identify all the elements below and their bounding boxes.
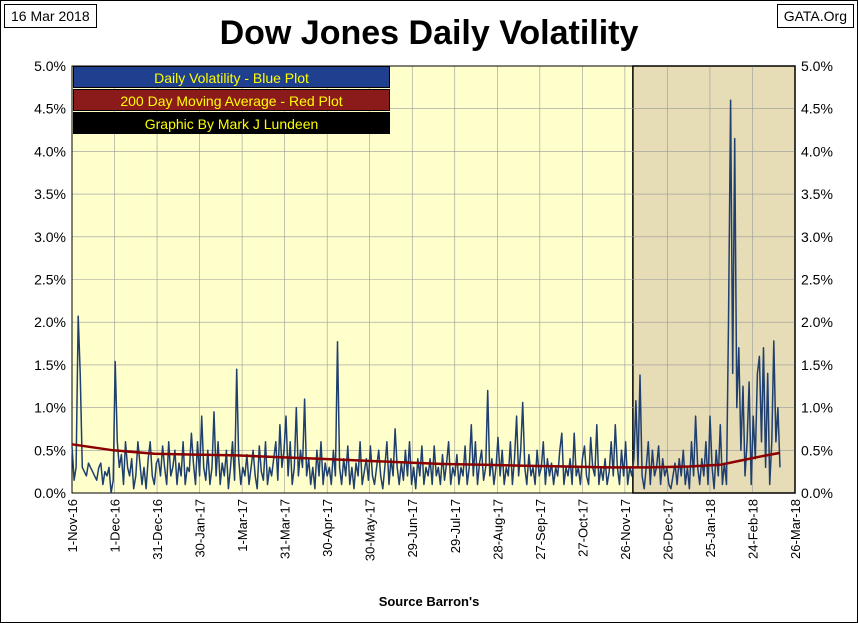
- y-tick-label: 2.5%: [34, 272, 66, 288]
- moving-average-line: [71, 443, 781, 469]
- y-tick-label: 5.0%: [34, 58, 66, 74]
- legend-moving-average: 200 Day Moving Average - Red Plot: [73, 89, 390, 111]
- y-tick-label-right: 1.0%: [801, 400, 833, 416]
- y-tick-label-right: 4.0%: [801, 143, 833, 159]
- y-tick-label-right: 0.0%: [801, 485, 833, 501]
- x-tick-label: 28-Aug-17: [490, 499, 505, 560]
- y-tick-label-right: 3.0%: [801, 229, 833, 245]
- y-tick-label-right: 4.5%: [801, 101, 833, 117]
- x-tick-label: 27-Oct-17: [575, 499, 590, 557]
- x-tick-label: 24-Feb-18: [745, 499, 760, 559]
- x-tick-label: 1-Dec-16: [108, 499, 123, 552]
- x-tick-label: 1-Mar-17: [235, 499, 250, 552]
- y-tick-label-right: 1.5%: [801, 357, 833, 373]
- x-tick-label: 31-Mar-17: [278, 499, 293, 559]
- y-tick-label: 1.0%: [34, 400, 66, 416]
- x-tick-label: 30-May-17: [363, 499, 378, 561]
- legend-daily-volatility: Daily Volatility - Blue Plot: [73, 66, 390, 88]
- y-tick-label-right: 2.0%: [801, 314, 833, 330]
- chart-title: Dow Jones Daily Volatility: [219, 14, 639, 52]
- y-tick-label-right: 5.0%: [801, 58, 833, 74]
- y-tick-label: 3.5%: [34, 186, 66, 202]
- x-tick-label: 30-Apr-17: [320, 499, 335, 557]
- y-tick-label-right: 2.5%: [801, 272, 833, 288]
- y-tick-label: 0.5%: [34, 442, 66, 458]
- y-tick-label: 0.0%: [34, 485, 66, 501]
- x-tick-label: 27-Sep-17: [533, 499, 548, 560]
- x-tick-label: 26-Mar-18: [788, 499, 803, 559]
- x-tick-label: 25-Jan-18: [703, 499, 718, 558]
- x-tick-label: 29-Jul-17: [448, 499, 463, 553]
- x-tick-label: 29-Jun-17: [405, 499, 420, 558]
- x-tick-label: 1-Nov-16: [65, 499, 80, 552]
- source-label: GATA.Org: [776, 4, 854, 28]
- date-label: 16 Mar 2018: [4, 4, 97, 28]
- legend-credit: Graphic By Mark J Lundeen: [73, 112, 390, 134]
- x-axis-label: Source Barron's: [378, 594, 480, 609]
- x-tick-label: 26-Nov-17: [618, 499, 633, 560]
- plot-border: [71, 65, 796, 494]
- x-tick-label: 31-Dec-16: [150, 499, 165, 560]
- y-tick-label-right: 3.5%: [801, 186, 833, 202]
- x-tick-label: 30-Jan-17: [193, 499, 208, 558]
- y-tick-label: 4.5%: [34, 101, 66, 117]
- y-tick-label-right: 0.5%: [801, 442, 833, 458]
- y-tick-label: 3.0%: [34, 229, 66, 245]
- y-tick-label: 4.0%: [34, 143, 66, 159]
- x-tick-label: 26-Dec-17: [660, 499, 675, 560]
- y-tick-label: 1.5%: [34, 357, 66, 373]
- y-tick-label: 2.0%: [34, 314, 66, 330]
